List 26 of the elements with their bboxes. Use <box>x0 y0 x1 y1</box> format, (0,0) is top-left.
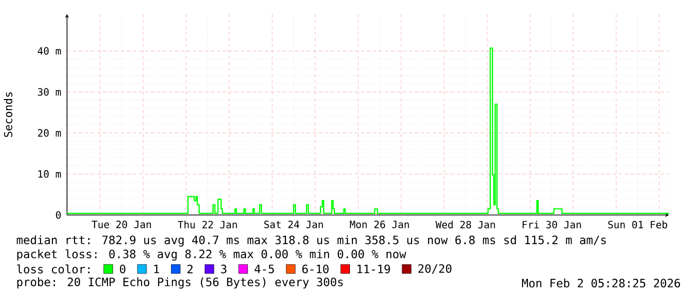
x-tick-label: Tue 20 Jan <box>92 220 151 228</box>
y-tick-label: 10 m <box>38 170 61 178</box>
text: packet loss: 0.38 % avg 8.22 % max 0.00 % min 0.00 % now <box>17 249 406 261</box>
y-tick-label: 30 m <box>38 88 61 96</box>
legend-label: 1 <box>154 264 160 274</box>
legend-label: 6-10 <box>302 264 329 274</box>
x-tick-label: Mon 26 Jan <box>350 220 409 228</box>
legend-label: 11-19 <box>358 264 390 274</box>
legend-label: 3 <box>221 264 226 274</box>
x-tick-label: Fri 30 Jan <box>522 220 581 228</box>
y-axis-title: Seconds <box>4 92 12 137</box>
x-tick-label: Thu 22 Jan <box>178 220 237 228</box>
x-tick-label: Sat 24 Jan <box>264 220 323 228</box>
text: Mon Feb 2 05:28:25 2026 <box>522 278 680 288</box>
text: median rtt: 782.9 us avg 40.7 ms max 318.8 us min 358.5 us now 6.8 ms sd 115.2 m am/s <box>16 235 606 247</box>
legend-title: loss color: <box>17 264 90 274</box>
text: probe: 20 ICMP Echo Pings (56 Bytes) every 300s <box>17 277 343 289</box>
y-tick-label: 0 <box>56 211 61 219</box>
x-tick-label: Sun 01 Feb <box>608 220 668 228</box>
x-tick-label: Wed 28 Jan <box>436 220 495 228</box>
y-tick-label: 20 m <box>38 129 61 137</box>
y-tick-label: 40 m <box>38 47 61 55</box>
legend-label: 0 <box>120 264 126 274</box>
legend-label: 20/20 <box>418 264 452 274</box>
legend-label: 4-5 <box>254 264 274 274</box>
legend-label: 2 <box>187 264 193 274</box>
